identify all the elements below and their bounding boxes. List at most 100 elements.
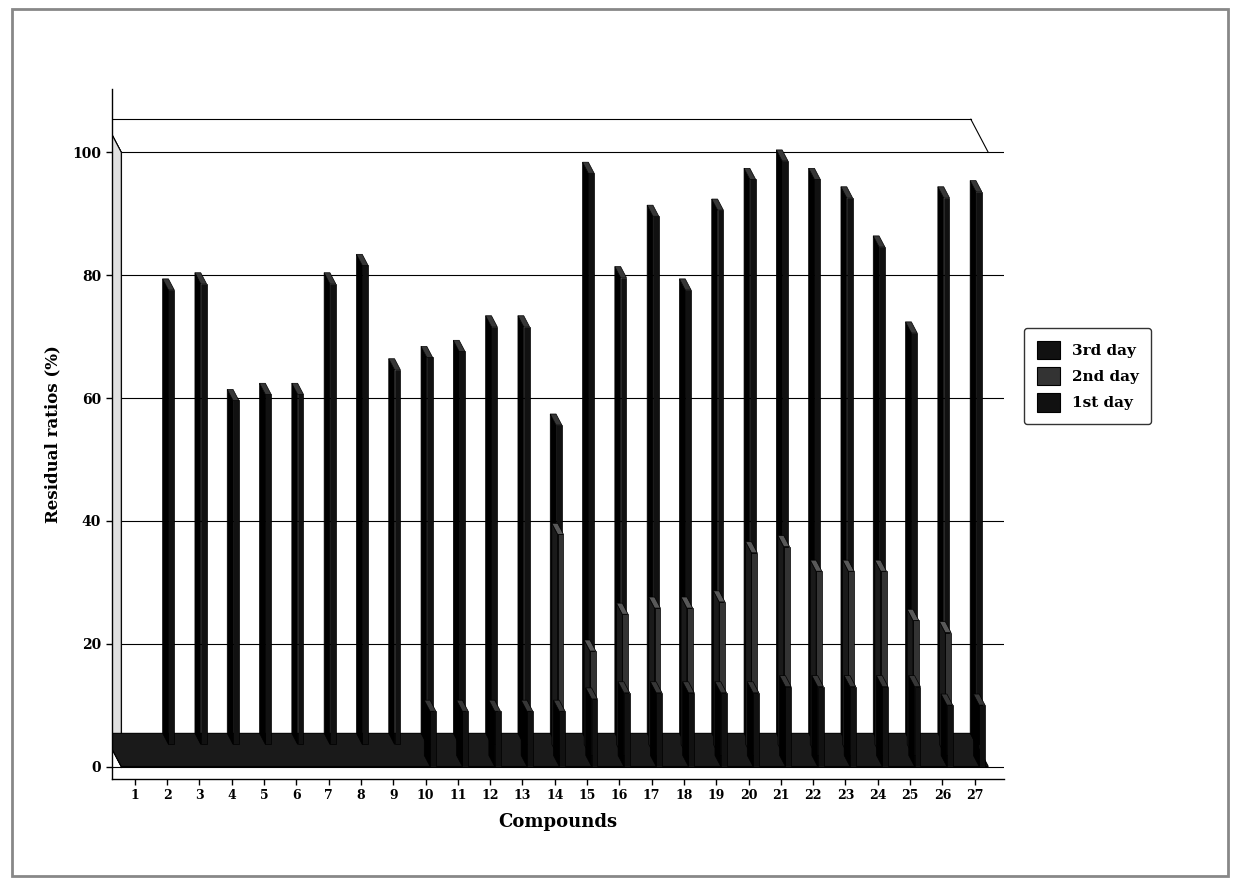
Polygon shape: [489, 700, 501, 712]
Polygon shape: [776, 150, 787, 161]
Polygon shape: [745, 542, 751, 756]
Polygon shape: [973, 694, 985, 705]
Polygon shape: [712, 199, 723, 210]
Bar: [719, 602, 725, 756]
Bar: [556, 425, 562, 744]
Polygon shape: [104, 119, 122, 766]
Polygon shape: [227, 389, 239, 401]
Polygon shape: [745, 542, 758, 553]
Polygon shape: [551, 414, 556, 744]
Polygon shape: [683, 681, 688, 766]
Bar: [880, 571, 887, 756]
Polygon shape: [583, 162, 588, 744]
Polygon shape: [937, 187, 950, 198]
Polygon shape: [616, 604, 622, 756]
Polygon shape: [521, 700, 527, 766]
Polygon shape: [521, 700, 533, 712]
Polygon shape: [713, 591, 725, 602]
Polygon shape: [551, 414, 562, 425]
Bar: [785, 687, 791, 766]
Bar: [265, 395, 272, 744]
Bar: [753, 693, 759, 766]
Polygon shape: [780, 675, 791, 687]
Polygon shape: [873, 236, 879, 744]
Polygon shape: [424, 700, 430, 766]
Bar: [782, 161, 787, 744]
Polygon shape: [810, 560, 816, 756]
Polygon shape: [616, 604, 629, 614]
Bar: [944, 198, 950, 744]
Bar: [656, 693, 662, 766]
Polygon shape: [680, 279, 686, 744]
Polygon shape: [970, 181, 976, 744]
Polygon shape: [647, 205, 653, 744]
Bar: [879, 247, 885, 744]
Bar: [655, 608, 661, 756]
Bar: [559, 712, 565, 766]
Bar: [459, 351, 465, 744]
Bar: [558, 535, 563, 756]
Bar: [491, 327, 497, 744]
Polygon shape: [908, 609, 913, 756]
Polygon shape: [486, 316, 497, 327]
Bar: [911, 333, 918, 744]
Polygon shape: [259, 383, 272, 395]
Bar: [362, 266, 368, 744]
Polygon shape: [973, 694, 980, 766]
Polygon shape: [195, 273, 207, 284]
Bar: [816, 571, 822, 756]
Polygon shape: [776, 150, 782, 744]
Polygon shape: [518, 316, 529, 327]
Polygon shape: [808, 168, 821, 180]
Polygon shape: [812, 675, 823, 687]
Polygon shape: [875, 560, 880, 756]
Bar: [687, 608, 693, 756]
Bar: [394, 370, 401, 744]
Polygon shape: [553, 700, 565, 712]
Bar: [622, 614, 629, 756]
Polygon shape: [389, 358, 394, 744]
Polygon shape: [810, 560, 822, 571]
Bar: [847, 198, 853, 744]
Polygon shape: [970, 181, 982, 192]
Polygon shape: [651, 681, 656, 766]
Polygon shape: [486, 316, 491, 744]
Polygon shape: [940, 621, 945, 756]
Polygon shape: [422, 346, 427, 744]
Bar: [621, 278, 626, 744]
Polygon shape: [842, 560, 854, 571]
Bar: [784, 547, 790, 756]
Polygon shape: [873, 236, 885, 247]
Polygon shape: [647, 205, 658, 216]
Polygon shape: [842, 560, 848, 756]
Bar: [201, 284, 207, 744]
Polygon shape: [780, 675, 785, 766]
Polygon shape: [195, 273, 201, 744]
Bar: [720, 693, 727, 766]
Polygon shape: [649, 597, 655, 756]
Bar: [751, 553, 758, 756]
Polygon shape: [748, 681, 753, 766]
Polygon shape: [104, 734, 988, 766]
Polygon shape: [454, 341, 459, 744]
Polygon shape: [744, 168, 755, 180]
Polygon shape: [812, 675, 817, 766]
Polygon shape: [615, 266, 621, 744]
Polygon shape: [584, 640, 595, 651]
Polygon shape: [841, 187, 847, 744]
Polygon shape: [651, 681, 662, 693]
Bar: [624, 693, 630, 766]
Polygon shape: [844, 675, 849, 766]
Polygon shape: [424, 700, 436, 712]
Polygon shape: [162, 279, 175, 290]
Polygon shape: [777, 535, 790, 547]
Bar: [945, 633, 951, 756]
Bar: [330, 284, 336, 744]
Bar: [298, 395, 304, 744]
Bar: [590, 651, 595, 756]
Bar: [653, 216, 658, 744]
Polygon shape: [877, 675, 888, 687]
Polygon shape: [909, 675, 915, 766]
Polygon shape: [324, 273, 336, 284]
Polygon shape: [877, 675, 883, 766]
